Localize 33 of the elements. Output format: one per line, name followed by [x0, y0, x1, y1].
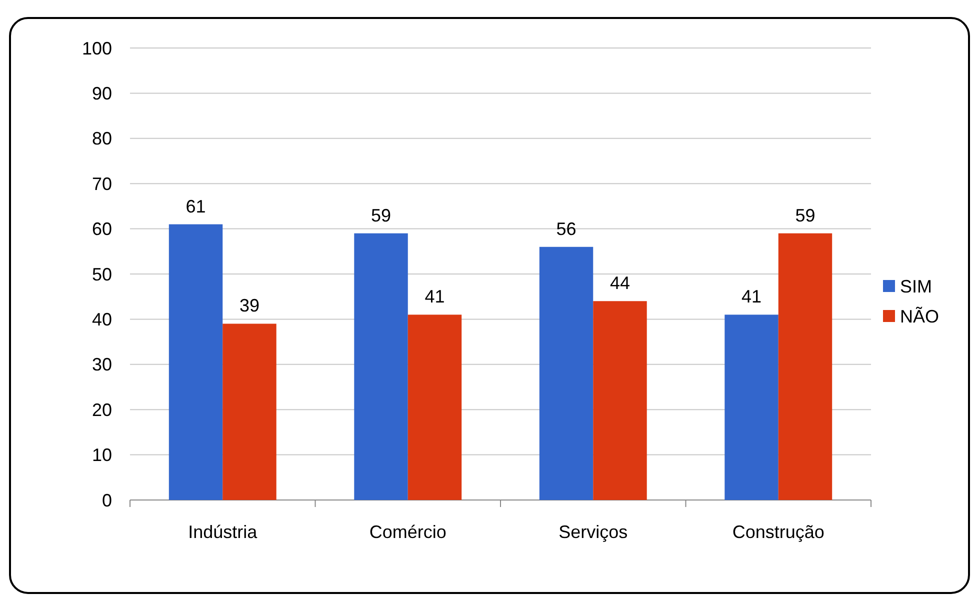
y-tick-label: 80 — [92, 128, 112, 149]
data-label: 61 — [186, 196, 206, 216]
y-tick-label: 0 — [102, 490, 112, 510]
y-tick-label: 30 — [92, 354, 112, 375]
data-label: 39 — [239, 296, 260, 316]
bar — [539, 246, 594, 500]
bar — [168, 224, 223, 500]
y-tick-label: 90 — [92, 84, 112, 104]
y-tick-label: 60 — [92, 219, 112, 240]
legend-label: NÃO — [900, 306, 940, 326]
x-tick-label: Construção — [732, 522, 824, 542]
y-tick-label: 70 — [92, 174, 112, 194]
bar — [724, 314, 778, 500]
bar — [593, 301, 647, 500]
y-tick-label: 50 — [92, 264, 112, 284]
x-tick-label: Indústria — [188, 522, 258, 542]
y-tick-label: 20 — [92, 400, 112, 420]
data-label: 41 — [424, 286, 445, 307]
bar — [354, 233, 408, 500]
data-label: 41 — [742, 286, 762, 307]
bar — [222, 324, 276, 500]
y-tick-label: 40 — [92, 310, 112, 330]
x-tick-label: Comércio — [369, 522, 446, 542]
data-label: 59 — [795, 205, 816, 226]
data-label: 59 — [371, 205, 392, 226]
y-tick-label: 100 — [82, 38, 112, 58]
legend-label: SIM — [900, 276, 932, 296]
data-label: 44 — [610, 273, 630, 294]
data-label: 56 — [556, 218, 576, 239]
bar — [408, 314, 462, 500]
x-tick-label: Serviços — [558, 522, 628, 542]
y-tick-label: 10 — [92, 445, 112, 466]
bar — [778, 233, 832, 500]
